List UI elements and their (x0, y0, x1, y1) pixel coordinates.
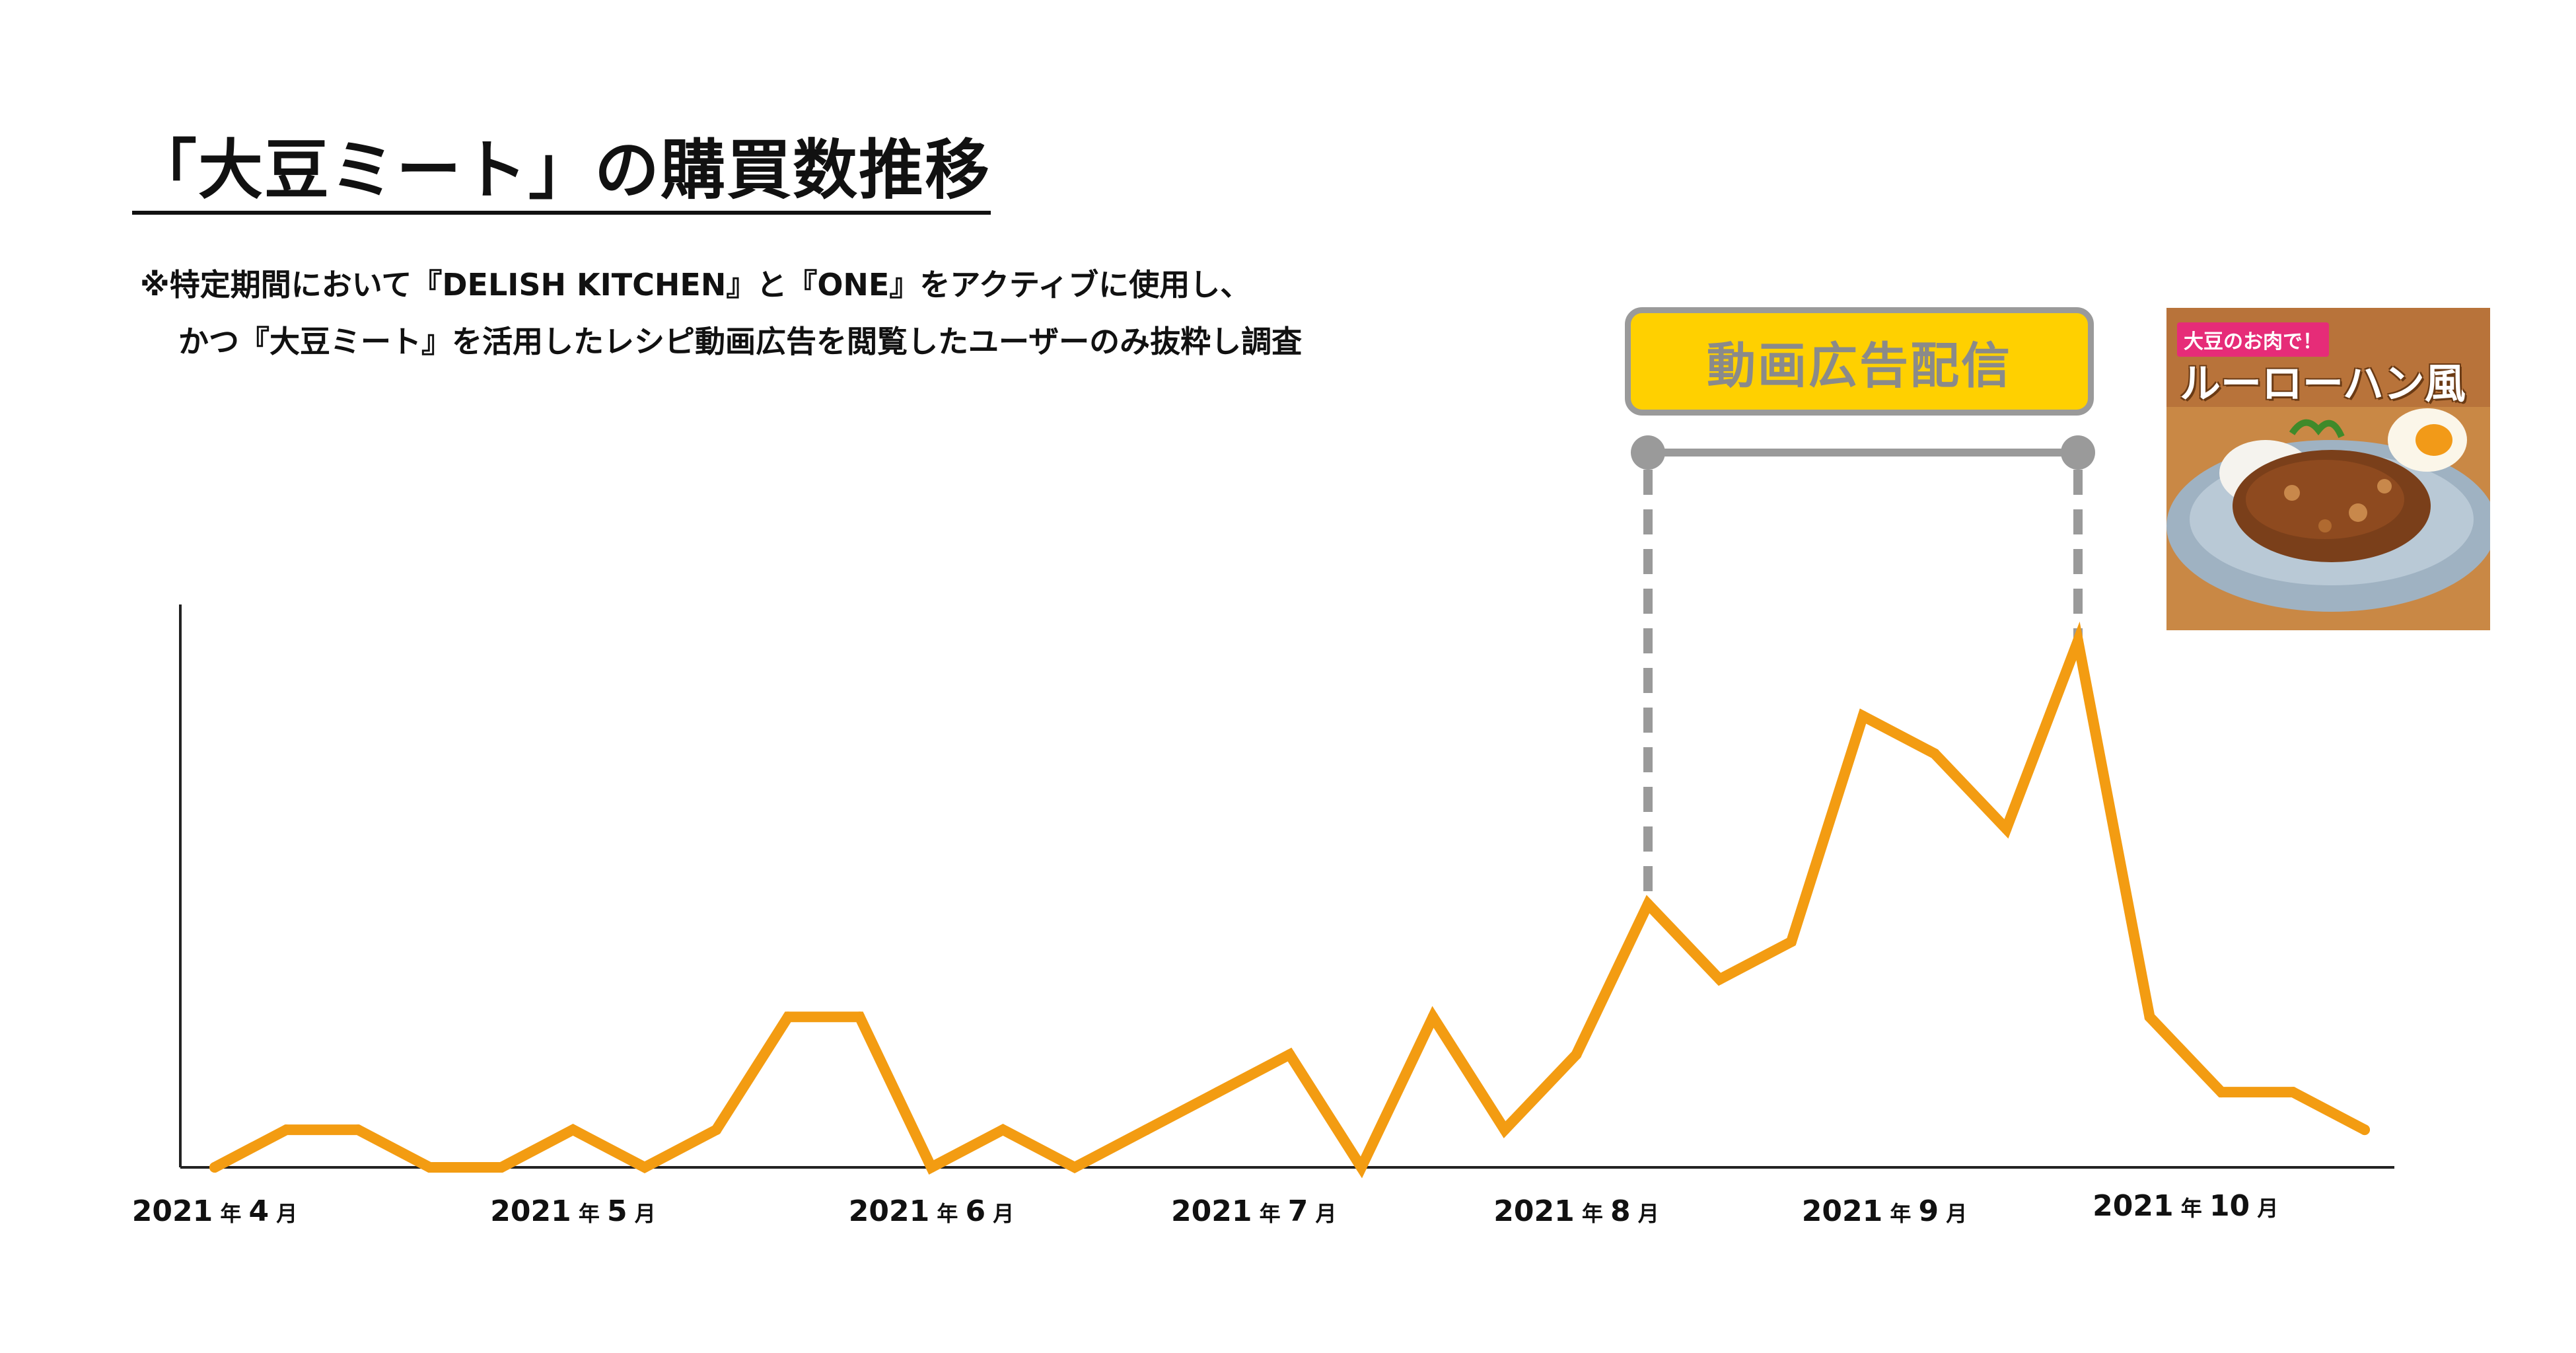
x-tick-unit: 月 (985, 1201, 1015, 1226)
data-point (1069, 1162, 1080, 1173)
data-point (1571, 1049, 1582, 1060)
x-tick-unit: 月 (1308, 1201, 1337, 1226)
data-point (353, 1124, 363, 1136)
x-tick-unit: 月 (2250, 1196, 2279, 1221)
x-tick-label: 2021 年 9 月 (1802, 1194, 1968, 1228)
data-point (496, 1162, 507, 1173)
data-point (2144, 1011, 2155, 1023)
note-line-1: ※特定期間において『DELISH KITCHEN』と『ONE』をアクティブに使用… (140, 267, 1251, 303)
x-tick-unit: 年 (1882, 1201, 1919, 1226)
data-point (2216, 1087, 2227, 1098)
x-tick-unit: 月 (1939, 1201, 1968, 1226)
data-point (1284, 1049, 1295, 1060)
x-tick-number: 7 (1287, 1194, 1308, 1228)
x-tick-label: 2021 年 8 月 (1493, 1194, 1659, 1228)
x-tick-number: 5 (606, 1194, 627, 1228)
x-tick-number: 2021 (131, 1194, 213, 1228)
x-tick-number: 6 (965, 1194, 986, 1228)
x-tick-label: 2021 年 10 月 (2093, 1189, 2278, 1223)
x-tick-label: 2021 年 5 月 (490, 1194, 656, 1228)
data-point (1643, 898, 1653, 910)
x-tick-unit: 年 (571, 1201, 607, 1226)
data-point (567, 1124, 579, 1136)
series-line (209, 621, 2370, 1179)
x-tick-unit: 年 (929, 1201, 966, 1226)
x-tick-unit: 月 (627, 1201, 656, 1226)
note-line-2: かつ『大豆ミート』を活用したレシピ動画広告を閲覧したユーザーのみ抜粋し調査 (178, 324, 1303, 359)
ad-period-start-dot (1631, 435, 1665, 470)
x-tick-unit: 月 (1630, 1201, 1659, 1226)
ad-period-label: 動画広告配信 (1625, 307, 2094, 416)
data-point (783, 1011, 793, 1023)
x-tick-label: 2021 年 6 月 (849, 1194, 1015, 1228)
data-point (1786, 936, 1797, 947)
x-tick-number: 2021 (490, 1194, 571, 1228)
x-tick-number: 9 (1918, 1194, 1939, 1228)
x-tick-unit: 年 (2173, 1196, 2209, 1221)
data-point (1499, 1124, 1510, 1136)
data-point (1213, 1087, 1223, 1098)
x-tick-unit: 年 (1252, 1201, 1288, 1226)
x-tick-label: 2021 年 4 月 (132, 1194, 298, 1228)
x-tick-unit: 月 (269, 1201, 298, 1226)
data-point (281, 1124, 292, 1136)
x-tick-number: 10 (2209, 1189, 2250, 1223)
thumbnail-tag: 大豆のお肉で！ (2177, 322, 2329, 357)
data-point (1427, 1011, 1439, 1023)
data-point (1714, 974, 1725, 985)
x-tick-unit: 年 (213, 1201, 249, 1226)
data-point (854, 1011, 865, 1023)
data-point (2001, 823, 2012, 834)
data-point (2287, 1087, 2299, 1098)
page-title: 「大豆ミート」の購買数推移 (132, 135, 991, 215)
data-point (209, 1162, 220, 1173)
data-point (1929, 748, 1940, 759)
data-point (926, 1162, 937, 1173)
x-tick-number: 8 (1610, 1194, 1631, 1228)
x-tick-number: 4 (248, 1194, 269, 1228)
ad-period-end-dot (2061, 435, 2095, 470)
x-tick-unit: 年 (1574, 1201, 1610, 1226)
x-tick-label: 2021 年 7 月 (1171, 1194, 1337, 1228)
x-tick-number: 2021 (1801, 1194, 1883, 1228)
data-point (997, 1124, 1009, 1136)
data-point (1857, 710, 1869, 721)
data-point (1141, 1124, 1152, 1136)
data-point (2359, 1124, 2370, 1136)
x-tick-number: 2021 (1170, 1194, 1252, 1228)
x-tick-number: 2021 (848, 1194, 930, 1228)
data-point (711, 1124, 722, 1136)
data-point (639, 1162, 650, 1173)
thumbnail-title: ルーローハン風 (2180, 359, 2466, 408)
data-point (1356, 1162, 1367, 1173)
x-tick-number: 2021 (2093, 1189, 2174, 1223)
data-point (2073, 636, 2083, 646)
x-tick-number: 2021 (1493, 1194, 1575, 1228)
data-point (424, 1162, 435, 1173)
recipe-thumbnail: 大豆のお肉で！ ルーローハン風 (2166, 308, 2490, 630)
